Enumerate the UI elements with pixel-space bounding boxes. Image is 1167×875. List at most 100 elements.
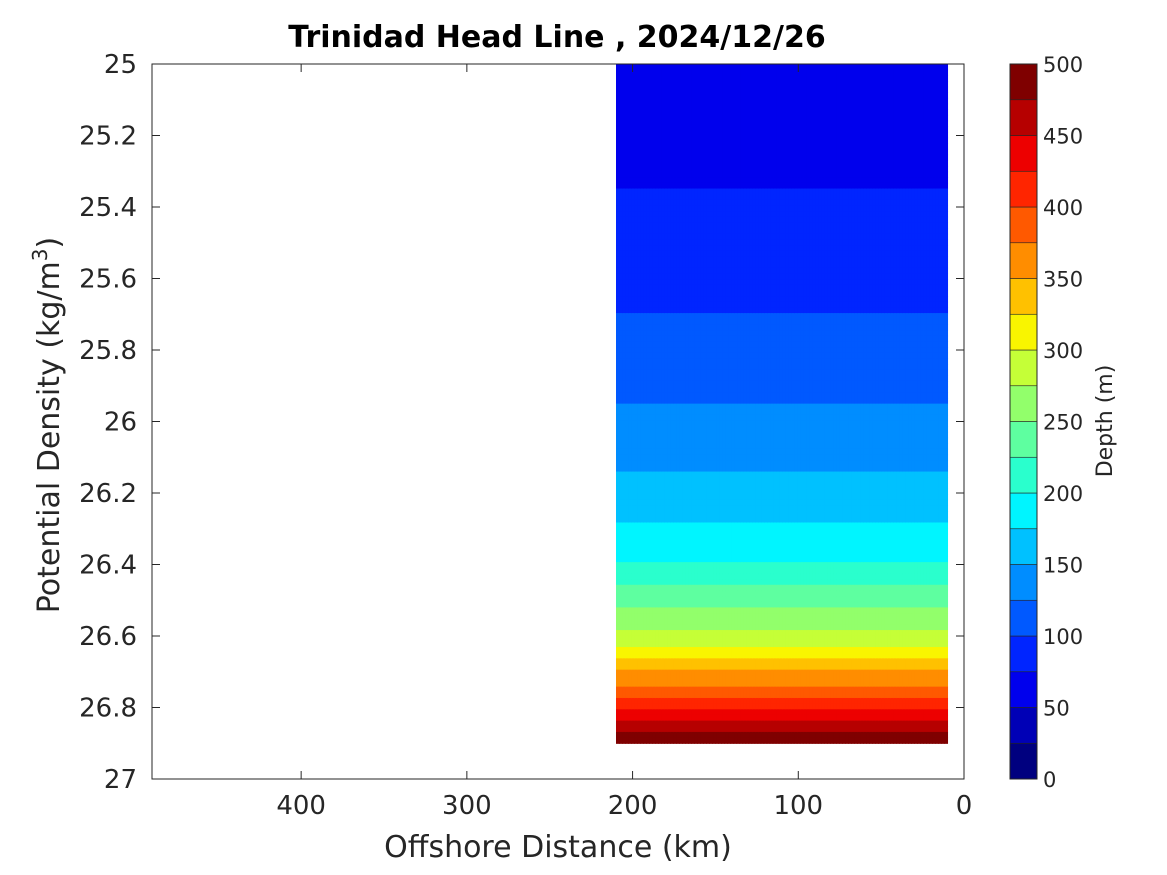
- contour-cell: [920, 109, 924, 116]
- contour-cell: [854, 465, 858, 473]
- contour-cell: [917, 92, 921, 99]
- contour-cell: [832, 465, 837, 473]
- contour-cell: [884, 448, 888, 456]
- contour-cell: [926, 567, 930, 575]
- contour-cell: [917, 296, 921, 303]
- contour-cell: [911, 114, 915, 122]
- contour-cell: [878, 488, 882, 495]
- contour-cell: [932, 171, 936, 178]
- contour-cell: [841, 420, 846, 427]
- contour-cell: [832, 109, 837, 116]
- contour-cell: [872, 97, 876, 105]
- contour-cell: [890, 737, 894, 744]
- contour-cell: [944, 584, 949, 592]
- contour-cell: [860, 109, 864, 116]
- contour-cell: [884, 516, 888, 524]
- contour-cell: [860, 386, 864, 393]
- contour-cell: [875, 188, 879, 195]
- contour-cell: [884, 114, 888, 122]
- contour-cell: [875, 516, 879, 524]
- contour-cell: [844, 114, 849, 122]
- contour-cell: [863, 330, 867, 337]
- contour-cell: [835, 533, 840, 541]
- contour-cell: [881, 731, 885, 739]
- contour-cell: [863, 75, 867, 82]
- contour-cell: [875, 692, 879, 699]
- contour-cell: [878, 720, 882, 727]
- contour-cell: [938, 154, 942, 161]
- contour-cell: [917, 477, 921, 484]
- contour-cell: [911, 420, 915, 427]
- contour-cell: [860, 630, 864, 637]
- contour-cell: [902, 131, 906, 139]
- contour-cell: [832, 199, 837, 207]
- contour-cell: [854, 307, 858, 314]
- contour-cell: [848, 233, 852, 241]
- contour-cell: [899, 403, 903, 410]
- contour-cell: [923, 222, 927, 229]
- contour-cell: [944, 686, 949, 693]
- contour-cell: [935, 69, 939, 76]
- contour-cell: [941, 641, 946, 648]
- contour-cell: [844, 290, 849, 297]
- contour-cell: [941, 211, 946, 218]
- contour-cell: [884, 641, 888, 648]
- contour-cell: [841, 539, 846, 546]
- contour-cell: [838, 205, 843, 212]
- contour-cell: [941, 562, 946, 569]
- contour-cell: [838, 488, 843, 495]
- contour-cell: [911, 256, 915, 263]
- contour-cell: [854, 709, 858, 716]
- contour-cell: [841, 607, 846, 614]
- contour-cell: [848, 556, 852, 563]
- contour-cell: [944, 635, 949, 642]
- contour-cell: [926, 448, 930, 456]
- contour-cell: [841, 97, 846, 105]
- contour-cell: [832, 397, 837, 405]
- contour-cell: [932, 392, 936, 399]
- contour-cell: [896, 545, 900, 552]
- contour-cell: [838, 347, 843, 354]
- contour-cell: [841, 341, 846, 348]
- contour-cell: [926, 296, 930, 303]
- contour-cell: [884, 460, 888, 467]
- contour-cell: [932, 64, 936, 71]
- contour-cell: [884, 347, 888, 354]
- contour-cell: [935, 448, 939, 456]
- contour-cell: [832, 584, 837, 592]
- contour-cell: [866, 630, 870, 637]
- contour-cell: [917, 341, 921, 348]
- contour-cell: [872, 697, 876, 705]
- contour-cell: [914, 273, 918, 280]
- contour-cell: [838, 375, 843, 382]
- contour-cell: [832, 607, 837, 614]
- contour-cell: [838, 714, 843, 722]
- contour-cell: [893, 352, 897, 359]
- contour-cell: [887, 562, 891, 569]
- contour-cell: [860, 590, 864, 597]
- contour-cell: [890, 624, 894, 631]
- contour-cell: [832, 494, 837, 501]
- contour-cell: [941, 216, 946, 224]
- contour-cell: [908, 522, 912, 529]
- contour-cell: [917, 386, 921, 393]
- contour-cell: [938, 471, 942, 478]
- contour-cell: [902, 601, 906, 608]
- contour-cell: [911, 245, 915, 252]
- contour-cell: [838, 279, 843, 286]
- contour-cell: [899, 364, 903, 371]
- contour-cell: [884, 143, 888, 150]
- contour-cell: [851, 477, 855, 484]
- contour-cell: [835, 296, 840, 303]
- contour-cell: [884, 228, 888, 235]
- contour-cell: [944, 596, 949, 603]
- contour-cell: [848, 267, 852, 275]
- contour-cell: [875, 313, 879, 320]
- contour-cell: [911, 69, 915, 76]
- contour-cell: [872, 369, 876, 376]
- contour-cell: [932, 279, 936, 286]
- contour-cell: [835, 165, 840, 173]
- contour-cell: [860, 211, 864, 218]
- contour-cell: [938, 658, 942, 665]
- contour-cell: [914, 584, 918, 592]
